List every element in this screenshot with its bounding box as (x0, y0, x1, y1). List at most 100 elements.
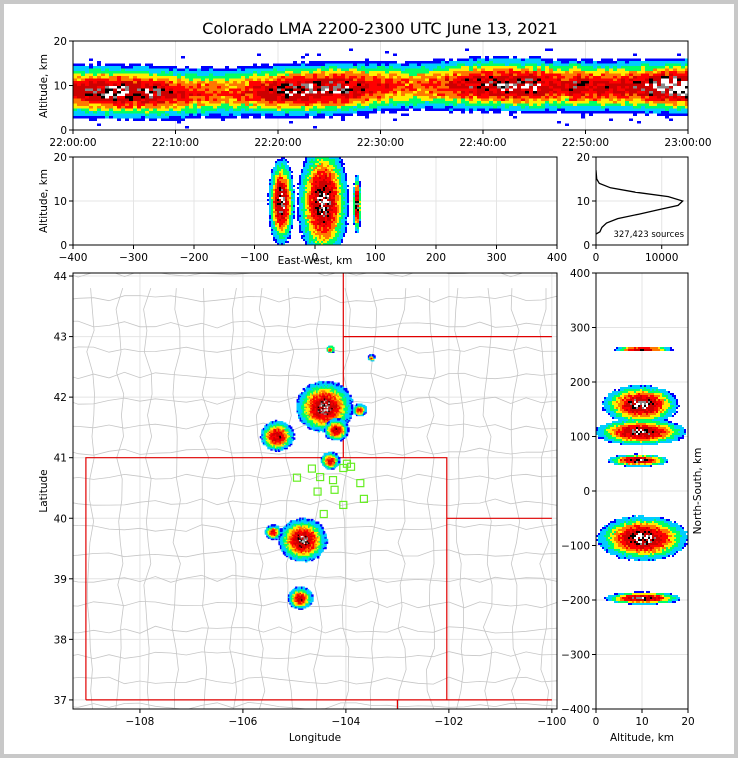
density-cell (497, 98, 501, 101)
density-cell (173, 81, 177, 84)
density-cell (355, 225, 357, 227)
density-cell (299, 225, 301, 227)
density-cell (277, 101, 281, 104)
density-cell (221, 68, 225, 71)
density-cell (245, 91, 249, 94)
density-cell (285, 91, 289, 94)
density-cell (327, 229, 329, 231)
density-cell (329, 177, 331, 179)
density-cell (327, 203, 329, 205)
density-cell (193, 108, 197, 111)
density-cell (541, 71, 545, 74)
density-cell (497, 68, 501, 71)
density-cell (339, 157, 341, 159)
density-cell (301, 88, 305, 91)
density-cell (361, 98, 365, 101)
density-cell (429, 81, 433, 84)
density-cell (537, 98, 541, 101)
density-cell (275, 193, 277, 195)
density-cell (315, 203, 317, 205)
density-cell (653, 96, 657, 99)
density-cell (385, 66, 389, 69)
density-cell (329, 159, 331, 161)
density-cell (141, 66, 145, 69)
density-cell (149, 91, 153, 94)
density-cell (649, 93, 653, 96)
density-cell (311, 217, 313, 219)
density-cell (301, 98, 305, 101)
density-cell (299, 181, 301, 183)
density-cell (373, 98, 377, 101)
density-cell (273, 213, 275, 215)
density-cell (279, 203, 281, 205)
density-cell (253, 78, 257, 81)
density-cell (311, 201, 313, 203)
density-cell (557, 86, 561, 89)
density-cell (77, 116, 81, 119)
density-cell (429, 106, 433, 109)
density-cell (173, 103, 177, 106)
density-cell (327, 167, 329, 169)
density-cell (337, 96, 341, 99)
density-cell (303, 191, 305, 193)
density-cell (165, 118, 169, 121)
density-cell (549, 63, 553, 66)
density-cell (279, 239, 281, 241)
density-cell (617, 58, 621, 61)
density-cell (339, 209, 341, 211)
density-cell (301, 68, 305, 71)
density-cell (645, 106, 649, 109)
density-cell (493, 61, 497, 64)
density-cell (343, 231, 345, 233)
density-cell (381, 96, 385, 99)
density-cell (257, 76, 261, 79)
density-cell (297, 183, 299, 185)
density-cell (271, 181, 273, 183)
density-cell (353, 217, 355, 219)
density-cell (537, 108, 541, 111)
density-cell (355, 177, 357, 179)
density-cell (413, 73, 417, 76)
density-cell (305, 209, 307, 211)
density-cell (89, 108, 93, 111)
density-cell (81, 78, 85, 81)
density-cell (517, 103, 521, 106)
density-cell (113, 116, 117, 119)
density-cell (279, 177, 281, 179)
density-cell (305, 81, 309, 84)
density-cell (501, 58, 505, 61)
density-cell (269, 86, 273, 89)
density-cell (393, 103, 397, 106)
density-cell (299, 177, 301, 179)
density-cell (97, 98, 101, 101)
density-cell (281, 185, 283, 187)
density-cell (299, 215, 301, 217)
density-cell (329, 103, 333, 106)
density-cell (341, 209, 343, 211)
density-cell (341, 98, 345, 101)
density-cell (287, 183, 289, 185)
density-cell (493, 111, 497, 114)
density-cell (253, 86, 257, 89)
density-cell (453, 83, 457, 86)
density-cell (657, 91, 661, 94)
density-cell (303, 223, 305, 225)
density-cell (305, 195, 307, 197)
density-cell (465, 96, 469, 99)
density-cell (141, 73, 145, 76)
density-cell (313, 73, 317, 76)
density-cell (319, 191, 321, 193)
density-cell (307, 233, 309, 235)
density-cell (273, 189, 275, 191)
density-cell (289, 93, 293, 96)
density-cell (319, 227, 321, 229)
density-cell (461, 86, 465, 89)
density-cell (307, 215, 309, 217)
density-cell (169, 96, 173, 99)
density-cell (393, 83, 397, 86)
density-cell (665, 96, 669, 99)
density-cell (685, 73, 688, 76)
density-cell (343, 211, 345, 213)
density-cell (465, 101, 469, 104)
density-cell (453, 106, 457, 109)
